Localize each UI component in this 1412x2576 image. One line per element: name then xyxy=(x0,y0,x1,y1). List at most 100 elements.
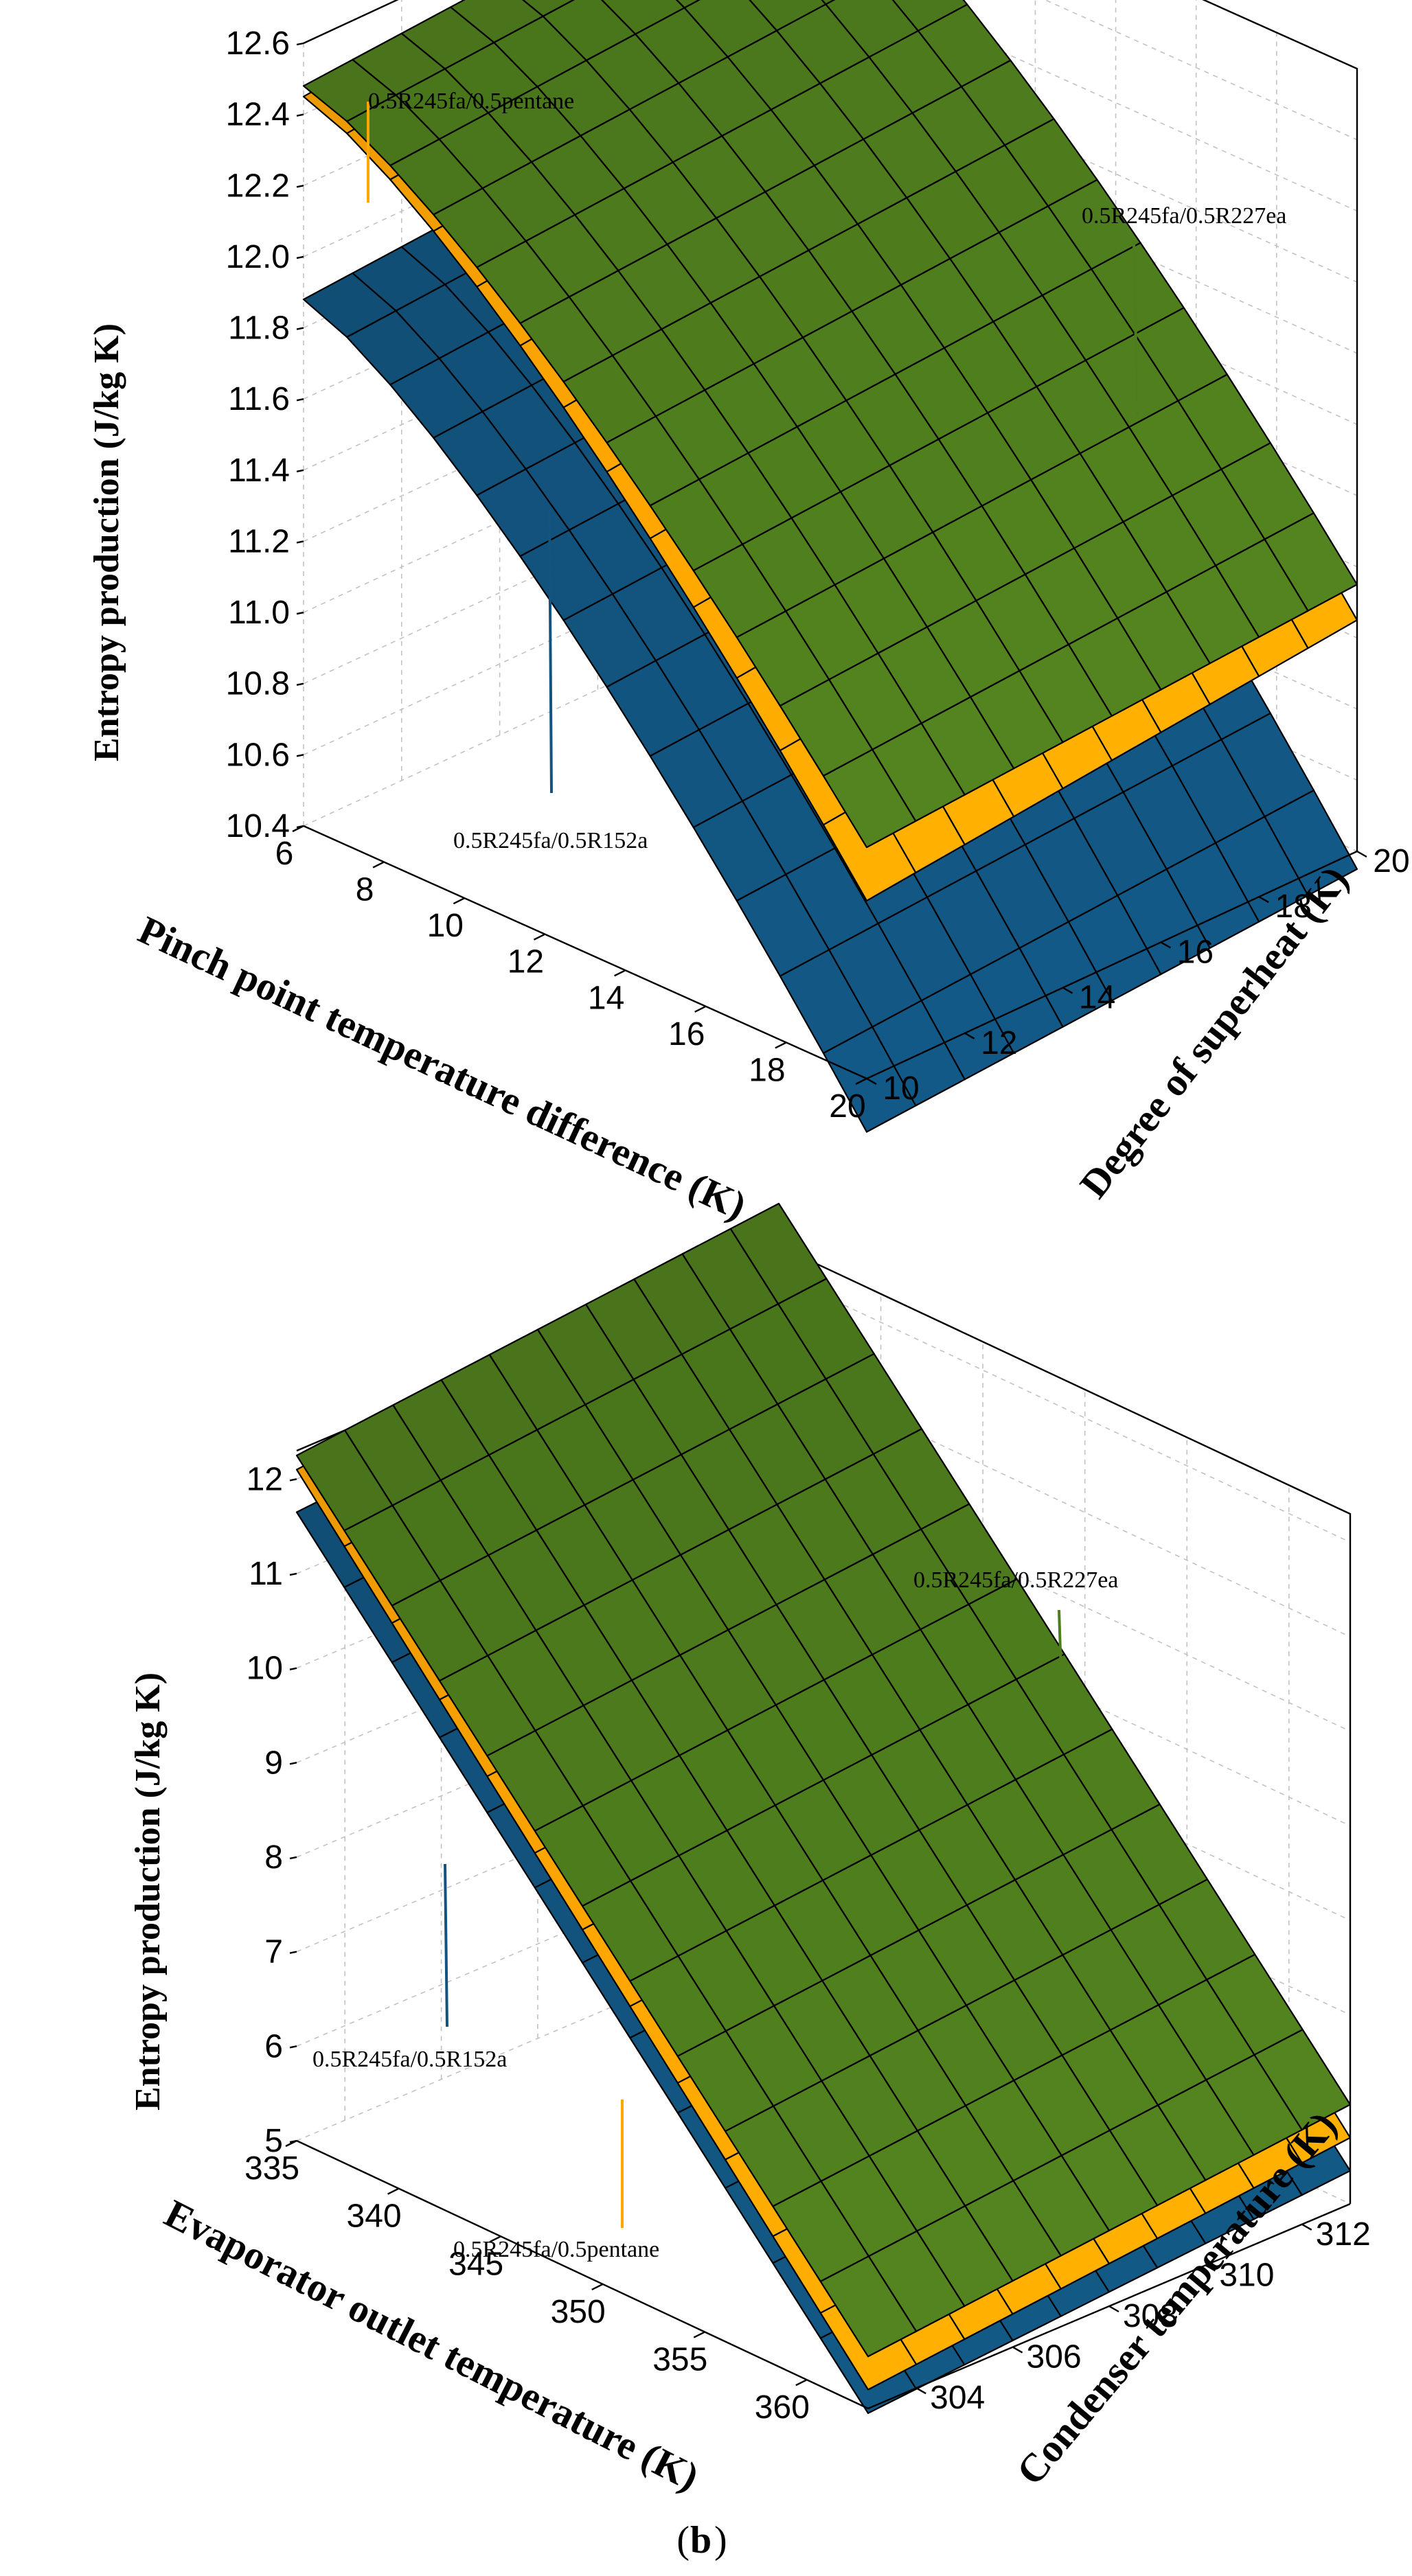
annotation-r152a-b: 0.5R245fa/0.5R152a xyxy=(312,2047,507,2072)
z-tick-label-3: 8 xyxy=(264,1839,283,1876)
annotation-line-r152a xyxy=(548,511,553,794)
x-tick-mark-7 xyxy=(855,1077,867,1085)
annotation-pentane-b: 0.5R245fa/0.5pentane xyxy=(453,2237,659,2262)
panel-b-annotations: 0.5R245fa/0.5R227ea 0.5R245fa/0.5R152a 0… xyxy=(312,1567,1118,2262)
surface-cell-r227ea-0-9 xyxy=(729,1202,828,1305)
y-tick-mark-1 xyxy=(964,1032,975,1039)
annotation-line-r227ea xyxy=(1132,240,1139,416)
x-tick-label-7: 20 xyxy=(829,1088,865,1125)
z-tick-label-4: 9 xyxy=(264,1745,283,1781)
annotation-r227ea: 0.5R245fa/0.5R227ea xyxy=(1082,203,1286,229)
y-tick-mark-0 xyxy=(866,1077,877,1085)
surface-cell-r227ea-1-6 xyxy=(675,0,701,9)
y-tick-mark-1 xyxy=(1012,2346,1023,2354)
z-tick-mark-5 xyxy=(296,469,304,472)
x-tick-label-5: 360 xyxy=(755,2389,810,2426)
annotation-r152a: 0.5R245fa/0.5R152a xyxy=(453,828,648,853)
z-tick-mark-3 xyxy=(296,611,304,615)
y-tick-label-2: 308 xyxy=(1123,2298,1178,2334)
panel-b: 335 340 345 350 355 360 304 306 308 310 312 5 6 7 8 9… xyxy=(128,1202,1371,2562)
panel-a-back-frame xyxy=(303,0,1358,851)
z-tick-label-7: 12 xyxy=(247,1461,283,1497)
z-tick-mark-0 xyxy=(289,2139,297,2143)
z-tick-mark-2 xyxy=(296,682,304,686)
z-tick-mark-1 xyxy=(289,2045,297,2049)
y-tick-label-4: 312 xyxy=(1316,2216,1371,2253)
panel-b-axes: 335 340 345 350 355 360 304 306 308 310 312 5 6 7 8 9… xyxy=(244,1461,1371,2426)
z-tick-label-6: 11 xyxy=(249,1556,283,1592)
x-tick-mark-3 xyxy=(533,933,545,941)
z-tick-label-4: 11.2 xyxy=(228,523,290,560)
x-tick-mark-4 xyxy=(693,2331,705,2338)
y-tick-mark-2 xyxy=(1108,2305,1119,2313)
panel-b-y-ticks: 304 306 308 310 312 xyxy=(915,2216,1371,2416)
y-tick-label-0: 10 xyxy=(882,1070,919,1107)
annotation-pentane: 0.5R245fa/0.5pentane xyxy=(368,89,574,114)
x-tick-mark-2 xyxy=(489,2235,501,2243)
z-tick-mark-1 xyxy=(296,754,304,757)
z-tick-mark-6 xyxy=(296,398,304,402)
x-tick-mark-4 xyxy=(614,969,626,977)
y-tick-label-1: 306 xyxy=(1027,2339,1082,2376)
z-tick-mark-2 xyxy=(289,1951,297,1954)
panel-a-x-ticks: 6 8 10 12 14 16 18 20 xyxy=(275,825,867,1125)
z-tick-mark-0 xyxy=(296,825,304,829)
panel-a-x-axis-line xyxy=(303,825,867,1080)
annotation-line-r152a-b xyxy=(444,1863,448,2027)
x-tick-mark-6 xyxy=(775,1042,787,1049)
x-tick-mark-2 xyxy=(453,897,465,905)
z-tick-label-7: 11.8 xyxy=(228,310,290,347)
z-tick-label-2: 10.8 xyxy=(226,666,290,702)
x-tick-mark-5 xyxy=(795,2379,808,2387)
panel-a-annotations: 0.5R245fa/0.5pentane 0.5R245fa/0.5R227ea… xyxy=(367,89,1286,853)
surface-cell-r227ea-3-9 xyxy=(891,0,968,32)
x-tick-label-2: 10 xyxy=(427,908,464,944)
z-tick-mark-4 xyxy=(296,540,304,544)
x-tick-label-0: 335 xyxy=(244,2150,299,2187)
z-tick-mark-5 xyxy=(289,1667,297,1670)
x-tick-mark-1 xyxy=(387,2187,400,2195)
y-tick-label-3: 310 xyxy=(1219,2257,1274,2293)
panel-b-surfaces xyxy=(295,1202,1352,2414)
surface-cell-r227ea-0-4 xyxy=(522,0,576,17)
z-tick-mark-6 xyxy=(289,1572,297,1576)
panel-a-y-ticks: 10 12 14 16 18 20 xyxy=(866,843,1410,1107)
x-tick-label-3: 12 xyxy=(508,944,544,980)
z-tick-label-0: 10.4 xyxy=(226,808,290,844)
z-tick-label-5: 10 xyxy=(247,1651,283,1687)
surface-r227ea xyxy=(302,0,1358,849)
z-tick-label-6: 11.6 xyxy=(228,381,290,417)
z-tick-mark-7 xyxy=(289,1478,297,1482)
svg-text:(: ( xyxy=(676,2519,690,2562)
x-tick-label-1: 8 xyxy=(356,872,374,908)
y-tick-mark-2 xyxy=(1062,987,1073,994)
panel-a-x-axis-title: Pinch point temperature difference (K) xyxy=(132,907,753,1228)
y-tick-label-2: 14 xyxy=(1079,980,1115,1016)
x-tick-label-1: 340 xyxy=(347,2198,402,2235)
y-tick-mark-0 xyxy=(915,2387,926,2395)
annotation-r227ea-b: 0.5R245fa/0.5R227ea xyxy=(913,1567,1118,1593)
panel-b-x-ticks: 335 340 345 350 355 360 xyxy=(244,2139,810,2426)
panel-a-surfaces xyxy=(302,0,1358,1133)
x-tick-label-0: 6 xyxy=(275,836,294,872)
gridline-z-10 xyxy=(303,0,1358,141)
z-tick-label-1: 10.6 xyxy=(226,737,290,773)
panel-b-z-axis-title: Entropy production (J/kg K) xyxy=(128,1672,168,2111)
z-tick-label-10: 12.4 xyxy=(226,97,290,133)
y-tick-label-3: 16 xyxy=(1177,934,1214,970)
panel-b-x-axis-line xyxy=(296,2139,869,2410)
x-tick-mark-5 xyxy=(694,1005,707,1013)
svg-text:): ) xyxy=(714,2519,727,2562)
z-tick-label-11: 12.6 xyxy=(226,25,290,62)
panel-b-label: b xyxy=(690,2519,711,2562)
z-tick-mark-8 xyxy=(296,255,304,260)
y-tick-label-5: 20 xyxy=(1373,843,1409,879)
panel-a-z-ticks: 10.4 10.6 10.8 11.0 11.2 11.4 11.6 11.8 12.0 12.2… xyxy=(226,25,304,844)
x-tick-mark-3 xyxy=(591,2283,604,2291)
annotation-line-r227ea-b xyxy=(1058,1609,1064,1734)
z-tick-label-1: 6 xyxy=(264,2028,283,2065)
z-tick-mark-3 xyxy=(289,1856,297,1860)
panel-b-caption: ( b ) xyxy=(676,2519,727,2562)
x-tick-label-4: 14 xyxy=(588,980,624,1016)
